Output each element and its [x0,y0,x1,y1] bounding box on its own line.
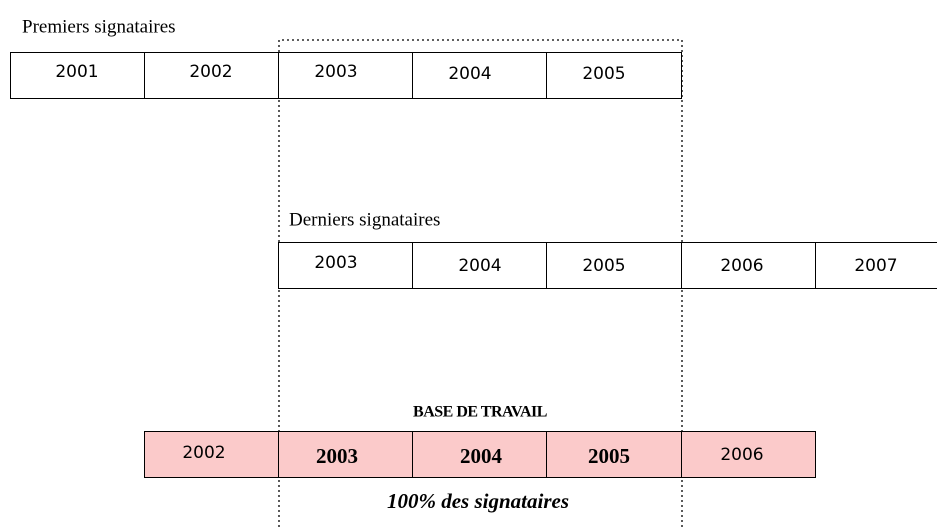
cell [412,431,547,478]
cell-text: 2005 [582,64,625,84]
cell [10,52,145,99]
cell [144,431,279,478]
cell [546,242,682,289]
cell [278,242,413,289]
cell [681,242,816,289]
note: 100% des signataires [387,489,569,513]
row-3: 2002 2003 2004 2005 2006 [144,431,816,478]
row-label: Premiers signataires [22,16,176,37]
row-2: 2003 2004 2005 2006 2007 [278,242,937,289]
cell [278,431,413,478]
cell [546,52,682,99]
cell-text: 2004 [460,444,503,468]
cell [815,242,937,289]
cell [278,52,413,99]
cell [546,431,682,478]
cell-text: 2006 [720,256,763,276]
cell-text: 2004 [448,64,491,84]
row-label: Derniers signataires [289,209,440,230]
cell-text: 2005 [582,256,625,276]
cell-text: 2002 [182,443,225,463]
row-label: BASE DE TRAVAIL [413,404,547,421]
cell [681,431,816,478]
cell-text: 2003 [314,62,357,82]
cell [412,52,547,99]
cell-text: 2007 [854,256,897,276]
cell-text: 2002 [189,62,232,82]
cell-text: 2006 [720,445,763,465]
cell-text: 2001 [55,62,98,82]
cell-text: 2004 [458,256,501,276]
cell-text: 2005 [588,444,630,468]
row-1: 2001 2002 2003 2004 2005 [10,52,682,99]
cell-text: 2003 [316,444,358,468]
cell [144,52,279,99]
cell [412,242,547,289]
cell-text: 2003 [314,253,357,273]
